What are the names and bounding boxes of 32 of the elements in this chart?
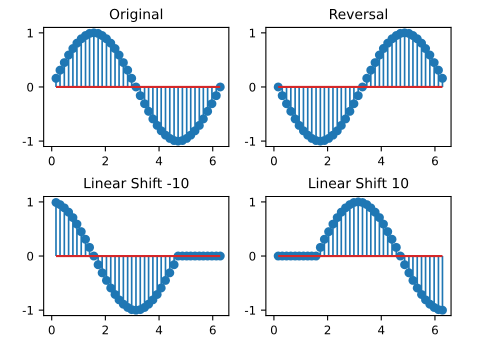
- y-tick-label: -1: [244, 306, 256, 315]
- y-tick-label: -1: [22, 306, 33, 315]
- x-tick-label: 6: [210, 156, 216, 166]
- y-tick-label: -1: [244, 136, 256, 146]
- y-tick-label: 0: [27, 252, 34, 261]
- chart-title: Original: [110, 8, 162, 22]
- x-tick-label: 4: [156, 156, 162, 166]
- y-tick-label: 1: [250, 198, 256, 206]
- x-tick-label: 6: [210, 325, 216, 334]
- x-tick-label: 4: [378, 156, 384, 166]
- x-tick-label: 4: [156, 326, 162, 334]
- y-tick-label: 0: [27, 82, 34, 92]
- x-tick-label: 2: [102, 156, 108, 166]
- x-tick-label: 2: [324, 325, 330, 334]
- chart-title: Reversal: [330, 8, 387, 20]
- y-tick-label: 0: [249, 252, 256, 261]
- y-tick-label: -1: [22, 136, 33, 146]
- x-tick-label: 0: [48, 325, 55, 334]
- y-tick-label: 1: [28, 198, 33, 206]
- x-tick-label: 0: [270, 325, 277, 334]
- x-tick-label: 2: [324, 156, 330, 166]
- x-tick-label: 6: [432, 156, 438, 166]
- x-tick-label: 6: [432, 325, 438, 334]
- x-tick-label: 2: [102, 325, 108, 334]
- chart-title: Linear Shift -10: [84, 178, 188, 188]
- y-tick-label: 1: [250, 28, 256, 38]
- x-tick-label: 4: [378, 326, 384, 334]
- chart-title: Linear Shift 10: [309, 178, 408, 188]
- y-tick-label: 1: [28, 28, 33, 38]
- y-tick-label: 0: [249, 82, 256, 92]
- x-tick-label: 0: [48, 156, 55, 166]
- x-tick-label: 0: [270, 156, 277, 166]
